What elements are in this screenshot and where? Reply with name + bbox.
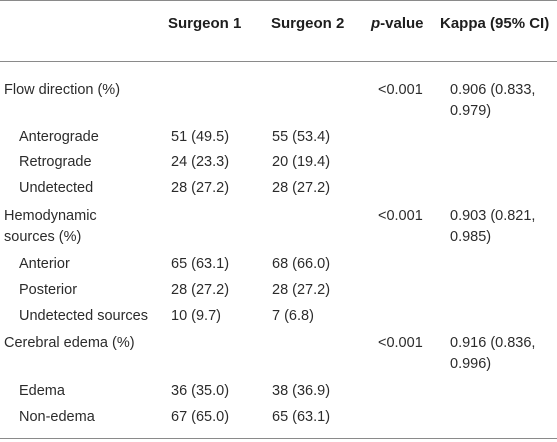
row-label-undetected: Undetected [19,180,94,196]
row-label-posterior: Posterior [19,282,78,298]
row-label-non-edema: Non-edema [19,409,95,425]
surgeon2-retrograde: 20 (19.4) [272,154,331,170]
header-surgeon1: Surgeon 1 [168,15,242,32]
kappa-hemodynamic-line2: 0.985) [450,229,492,245]
top-rule [0,0,557,1]
surgeon1-retrograde: 24 (23.3) [171,154,230,170]
pvalue-flow-direction: <0.001 [378,82,423,98]
header-surgeon2: Surgeon 2 [271,15,345,32]
row-label-hemodynamic-line2: sources (%) [4,229,82,245]
bottom-rule [0,438,557,439]
row-label-retrograde: Retrograde [19,154,92,170]
surgeon1-edema: 36 (35.0) [171,383,230,399]
surgeon2-non-edema: 65 (63.1) [272,409,331,425]
surgeon2-posterior: 28 (27.2) [272,282,331,298]
header-pvalue-rest: -value [380,15,424,32]
surgeon2-undetected-sources: 7 (6.8) [272,308,314,324]
row-label-anterior: Anterior [19,256,70,272]
surgeon1-non-edema: 67 (65.0) [171,409,230,425]
row-label-anterograde: Anterograde [19,129,99,145]
kappa-cerebral-edema-line1: 0.916 (0.836, [450,335,536,351]
row-label-hemodynamic-line1: Hemodynamic [4,208,97,224]
surgeon2-anterior: 68 (66.0) [272,256,331,272]
header-kappa: Kappa (95% CI) [440,15,550,32]
surgeon2-anterograde: 55 (53.4) [272,129,331,145]
surgeon1-undetected-sources: 10 (9.7) [171,308,221,324]
surgeon2-edema: 38 (36.9) [272,383,331,399]
surgeon2-undetected: 28 (27.2) [272,180,331,196]
surgeon1-undetected: 28 (27.2) [171,180,230,196]
row-label-edema: Edema [19,383,65,399]
surgeon1-anterograde: 51 (49.5) [171,129,230,145]
surgeon1-anterior: 65 (63.1) [171,256,230,272]
surgeon1-posterior: 28 (27.2) [171,282,230,298]
header-pvalue: p-value [371,13,424,34]
header-pvalue-italic: p [371,15,381,32]
header-rule [0,61,557,62]
pvalue-cerebral-edema: <0.001 [378,335,423,351]
kappa-hemodynamic-line1: 0.903 (0.821, [450,208,536,224]
kappa-flow-direction-line2: 0.979) [450,103,492,119]
kappa-flow-direction-line1: 0.906 (0.833, [450,82,536,98]
row-label-undetected-sources: Undetected sources [19,308,148,324]
row-label-cerebral-edema: Cerebral edema (%) [4,335,135,351]
row-label-flow-direction: Flow direction (%) [4,82,121,98]
pvalue-hemodynamic: <0.001 [378,208,423,224]
kappa-cerebral-edema-line2: 0.996) [450,356,492,372]
